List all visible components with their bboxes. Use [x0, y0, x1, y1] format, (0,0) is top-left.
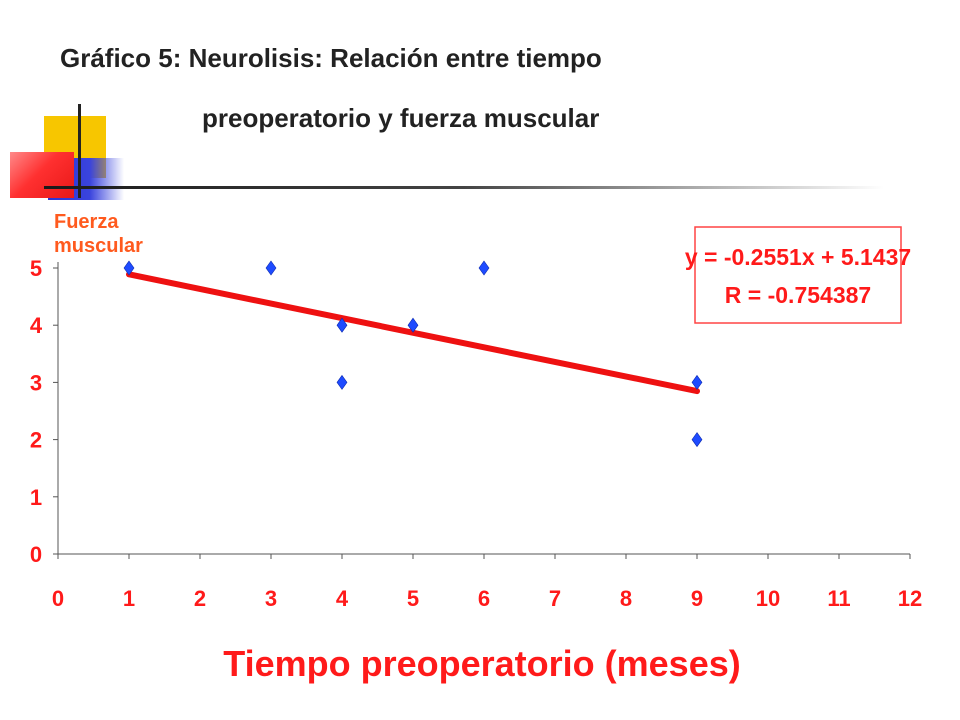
x-tick-label: 10	[756, 586, 780, 611]
x-tick-label: 12	[898, 586, 922, 611]
x-tick-label: 6	[478, 586, 490, 611]
x-tick-label: 9	[691, 586, 703, 611]
data-point	[336, 317, 348, 333]
data-point	[691, 432, 703, 448]
x-tick-label: 2	[194, 586, 206, 611]
equation-text: y = -0.2551x + 5.1437	[685, 244, 911, 270]
x-tick-label: 1	[123, 586, 135, 611]
x-tick-label: 8	[620, 586, 632, 611]
y-tick-label: 5	[30, 256, 42, 281]
x-tick-label: 4	[336, 586, 349, 611]
y-tick-label: 0	[30, 542, 42, 567]
x-axis-label: Tiempo preoperatorio (meses)	[223, 643, 740, 684]
data-point	[478, 260, 490, 276]
x-tick-label: 0	[52, 586, 64, 611]
decor-red-square	[10, 152, 74, 198]
y-tick-label: 1	[30, 485, 42, 510]
y-tick-label: 3	[30, 370, 42, 395]
x-tick-label: 3	[265, 586, 277, 611]
x-tick-label: 11	[827, 586, 850, 611]
data-point	[407, 317, 419, 333]
title-line-1: Gráfico 5: Neurolisis: Relación entre ti…	[60, 43, 602, 73]
data-point	[123, 260, 135, 276]
y-tick-label: 4	[30, 313, 43, 338]
title-line-2: preoperatorio y fuerza muscular	[202, 103, 600, 133]
r-value-text: R = -0.754387	[725, 282, 871, 308]
decor-vertical-line	[78, 104, 81, 198]
x-tick-label: 5	[407, 586, 419, 611]
page-title: Gráfico 5: Neurolisis: Relación entre ti…	[60, 40, 820, 136]
trendline	[126, 271, 700, 395]
data-point	[336, 374, 348, 390]
data-point	[265, 260, 277, 276]
y-tick-label: 2	[30, 428, 42, 453]
data-point	[691, 374, 703, 390]
equation-box	[694, 226, 902, 324]
x-tick-label: 7	[549, 586, 561, 611]
title-underline	[44, 186, 884, 189]
y-axis-label: Fuerza muscular	[54, 211, 143, 257]
